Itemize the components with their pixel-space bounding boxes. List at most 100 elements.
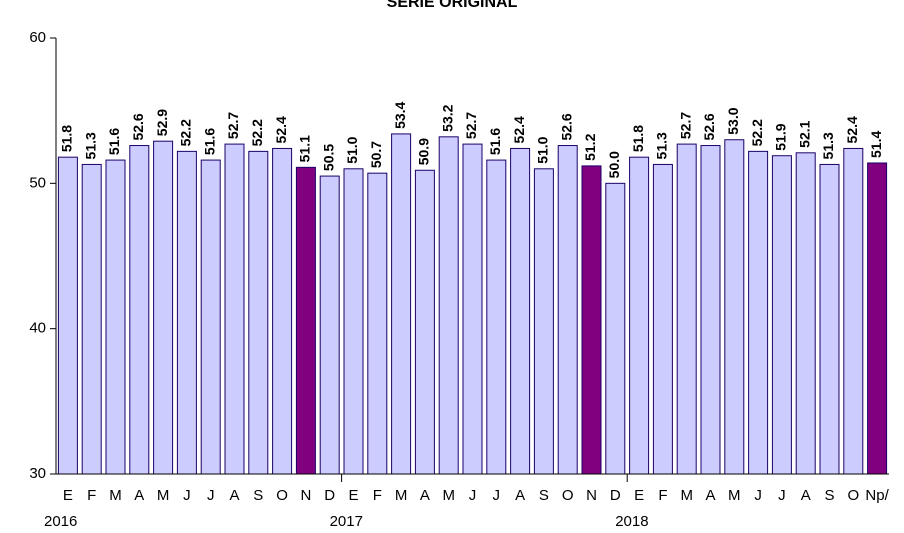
value-label: 53.4	[392, 101, 408, 128]
bar	[795, 152, 816, 475]
x-tick-label: S	[824, 487, 834, 504]
bar	[557, 145, 578, 475]
year-label: 2018	[615, 513, 648, 530]
y-tick-label: 60	[29, 29, 46, 46]
bar	[867, 162, 888, 475]
value-label: 53.2	[439, 104, 455, 131]
bar	[605, 182, 626, 475]
x-tick-label: D	[324, 487, 335, 504]
value-label: 52.2	[749, 119, 765, 146]
bar	[105, 159, 126, 475]
bar	[819, 163, 840, 475]
y-tick-label: 40	[29, 320, 46, 337]
chart-title: SERIE ORIGINAL	[387, 0, 518, 11]
bar	[129, 145, 150, 475]
bar	[319, 175, 340, 475]
value-label: 51.4	[868, 131, 884, 158]
bar	[462, 143, 483, 475]
x-tick-label: O	[847, 487, 859, 504]
x-tick-label: J	[493, 487, 501, 504]
x-tick-label: E	[348, 487, 358, 504]
x-tick-label: F	[87, 487, 96, 504]
value-label: 50.7	[368, 141, 384, 168]
value-label: 52.7	[463, 112, 479, 139]
bar	[771, 155, 792, 475]
value-label: 50.5	[320, 144, 336, 171]
bar	[343, 168, 364, 475]
value-label: 52.6	[130, 113, 146, 140]
x-tick-label: M	[395, 487, 408, 504]
bar	[533, 168, 554, 475]
bar	[57, 156, 78, 475]
value-label: 52.4	[844, 116, 860, 143]
value-label: 52.4	[511, 116, 527, 143]
bar	[295, 166, 316, 475]
bar	[510, 147, 531, 475]
value-label: 52.4	[273, 116, 289, 143]
bar	[843, 147, 864, 475]
value-label: 51.0	[344, 136, 360, 163]
bar	[676, 143, 697, 475]
x-tick-label: N	[586, 487, 597, 504]
x-tick-label: J	[207, 487, 215, 504]
value-label: 51.0	[535, 136, 551, 163]
bar	[748, 150, 769, 475]
y-tick-label: 30	[29, 465, 46, 482]
value-label: 52.7	[677, 112, 693, 139]
bar	[272, 147, 293, 475]
x-tick-label: F	[658, 487, 667, 504]
x-tick-label: M	[157, 487, 170, 504]
value-label: 51.8	[630, 125, 646, 152]
value-label: 52.7	[225, 112, 241, 139]
x-tick-label: O	[562, 487, 574, 504]
year-label: 2017	[330, 513, 363, 530]
value-label: 51.6	[106, 128, 122, 155]
bar	[629, 156, 650, 475]
x-tick-label: A	[801, 487, 811, 504]
x-tick-label: D	[610, 487, 621, 504]
bar	[652, 163, 673, 475]
x-tick-label: A	[705, 487, 715, 504]
value-label: 52.2	[249, 119, 265, 146]
value-label: 51.3	[820, 132, 836, 159]
x-tick-label: M	[680, 487, 693, 504]
value-label: 51.3	[654, 132, 670, 159]
value-label: 51.2	[582, 133, 598, 160]
x-tick-label: A	[515, 487, 525, 504]
value-label: 52.9	[154, 109, 170, 136]
x-tick-label: S	[539, 487, 549, 504]
bar	[438, 136, 459, 475]
bar	[414, 169, 435, 475]
x-tick-label: E	[63, 487, 73, 504]
x-tick-label: N	[300, 487, 311, 504]
x-tick-label: J	[469, 487, 477, 504]
x-tick-label: Np/	[865, 487, 889, 504]
x-tick-label: O	[276, 487, 288, 504]
value-label: 51.6	[487, 128, 503, 155]
x-tick-label: M	[442, 487, 455, 504]
value-label: 51.3	[82, 132, 98, 159]
value-label: 50.9	[416, 138, 432, 165]
bar	[700, 145, 721, 475]
bar	[367, 172, 388, 475]
value-label: 51.6	[201, 128, 217, 155]
value-label: 52.2	[178, 119, 194, 146]
x-tick-label: M	[109, 487, 122, 504]
x-tick-label: A	[229, 487, 239, 504]
bar	[200, 159, 221, 475]
value-label: 52.6	[701, 113, 717, 140]
x-tick-label: A	[420, 487, 430, 504]
x-tick-label: S	[253, 487, 263, 504]
value-label: 51.8	[59, 125, 75, 152]
bar	[391, 133, 412, 475]
value-label: 51.9	[773, 123, 789, 150]
value-label: 50.0	[606, 151, 622, 178]
bar	[81, 163, 102, 475]
x-tick-label: J	[754, 487, 762, 504]
value-label: 52.1	[796, 120, 812, 147]
x-tick-label: J	[778, 487, 786, 504]
bar	[486, 159, 507, 475]
x-tick-label: E	[634, 487, 644, 504]
bar	[176, 150, 197, 475]
